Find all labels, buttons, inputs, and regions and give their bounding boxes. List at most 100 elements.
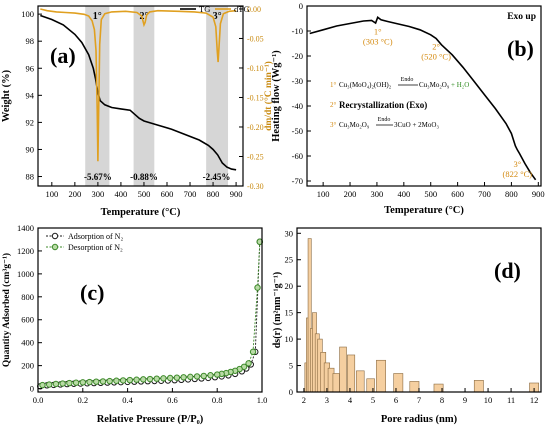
- data-point-desorption: [46, 381, 53, 388]
- reaction-3-arrow-label: Endo: [378, 117, 391, 123]
- data-point-desorption: [187, 373, 194, 381]
- x-tick-label: 0.8: [212, 395, 223, 405]
- data-point-desorption: [93, 378, 100, 385]
- x-tick-label: 600: [161, 189, 174, 199]
- bar: [376, 359, 386, 393]
- x-tick-label: 0.4: [122, 395, 133, 405]
- reaction-2-text: Recrystallization (Exo): [339, 100, 427, 110]
- data-point-desorption: [173, 374, 181, 381]
- reaction-2-number: 2°: [330, 101, 337, 109]
- x-tick-label: 1.0: [257, 395, 268, 405]
- y-right-tick-label: 0.00: [247, 5, 261, 14]
- d-plot-frame: [296, 227, 542, 393]
- y-tick-label: 88: [26, 172, 35, 182]
- x-axis-label: Temperature (°C): [384, 205, 464, 216]
- x-tick-label: 100: [317, 189, 330, 199]
- y-tick-label: -40: [292, 101, 303, 111]
- y-tick-label: -30: [292, 76, 303, 86]
- x-tick-label: 700: [478, 189, 491, 199]
- reaction-1-number: 1°: [330, 81, 337, 89]
- y-right-axis-label: dm/dt (°C min⁻¹): [263, 61, 274, 131]
- y-right-tick-label: -0.30: [247, 182, 264, 191]
- data-point-desorption: [133, 376, 140, 383]
- x-tick-label: 6: [394, 395, 398, 405]
- y-tick-label: 800: [21, 292, 34, 302]
- y-tick-label: 94: [26, 90, 35, 100]
- y-tick-label: 1000: [17, 269, 34, 279]
- y-tick-label: 10: [285, 334, 294, 344]
- y-tick-label: -10: [292, 26, 303, 36]
- series-line-tg: [40, 14, 237, 171]
- y-tick-label: 0: [30, 384, 34, 394]
- bar: [473, 380, 484, 393]
- series-line-dtg: [40, 8, 237, 162]
- bar: [347, 354, 356, 393]
- reaction-1-product: Cu₃Mo₂O₉: [419, 81, 450, 89]
- peak-label-temperature: (822 °C): [503, 169, 533, 179]
- legend-label-desorption: Desorption of N₂: [68, 243, 123, 252]
- y-right-tick-label: -0.25: [247, 152, 264, 161]
- x-tick-label: 5: [371, 395, 375, 405]
- data-point-desorption: [119, 377, 127, 384]
- x-tick-label: 8: [440, 395, 444, 405]
- a-plot-frame: [37, 5, 244, 187]
- mass-loss-annotation: -5.67%: [84, 172, 112, 182]
- c-plot-frame: [37, 227, 263, 393]
- y-right-tick-label: -0.05: [247, 34, 264, 43]
- reaction-3-product: 3CuO + 2MoO₃: [394, 121, 439, 129]
- x-tick-label: 900: [532, 189, 545, 199]
- y-tick-label: -20: [292, 51, 303, 61]
- y-tick-label: 15: [285, 308, 294, 318]
- y-tick-label: 200: [21, 361, 34, 371]
- bar: [339, 346, 347, 393]
- bar: [409, 381, 420, 393]
- x-axis-label: Pore radius (nm): [381, 414, 458, 425]
- y-tick-label: 90: [26, 144, 35, 154]
- y-right-tick-label: -0.20: [247, 123, 264, 132]
- y-tick-label: 600: [21, 315, 34, 325]
- x-tick-label: 300: [92, 189, 105, 199]
- band-label: 2°: [139, 11, 148, 22]
- data-point-desorption: [106, 377, 113, 385]
- data-point-desorption: [180, 374, 187, 381]
- panel-label: (b): [507, 36, 534, 61]
- x-tick-label: 600: [451, 189, 464, 199]
- x-tick-label: 800: [505, 189, 518, 199]
- legend-swatch-adsorption: [51, 232, 59, 240]
- series-line-adsorption: [40, 241, 261, 387]
- x-axis-label: Relative Pressure (P/P₀): [97, 414, 204, 425]
- y-tick-label: 25: [285, 255, 294, 265]
- x-tick-label: 0.2: [77, 395, 88, 405]
- reaction-1-byproduct: + H₂O: [451, 81, 469, 89]
- b-plot-frame: [306, 5, 542, 187]
- y-tick-label: 96: [26, 63, 35, 73]
- shaded-band: [206, 6, 229, 186]
- mass-loss-annotation: -2.45%: [203, 172, 231, 182]
- x-tick-label: 700: [184, 189, 197, 199]
- data-point-desorption: [153, 375, 160, 382]
- data-point-desorption: [160, 375, 167, 382]
- reaction-1-reactant: Cu₃(MoO₄)₂(OH)₂: [339, 81, 392, 89]
- x-tick-label: 900: [230, 189, 243, 199]
- x-tick-label: 200: [68, 189, 81, 199]
- data-point-desorption: [140, 376, 147, 383]
- x-tick-label: 200: [344, 189, 357, 199]
- data-point-desorption: [79, 379, 87, 386]
- data-point-desorption: [249, 348, 257, 356]
- y-tick-label: 20: [285, 281, 294, 291]
- y-tick-label: -70: [292, 176, 303, 186]
- reaction-3-reactant: Cu₃Mo₂O₉: [339, 121, 370, 129]
- y-tick-label: 100: [21, 9, 34, 19]
- bar: [393, 373, 404, 393]
- y-right-tick-label: -0.15: [247, 93, 264, 102]
- chart-panel-c: 0.0 0.2 0.4 0.6 0.8 1.0 0 200 400 600 800 1000 1200 1…: [1, 223, 267, 425]
- band-label: 3°: [213, 11, 222, 22]
- peak-label-temperature: (520 °C): [421, 52, 451, 62]
- x-tick-label: 500: [138, 189, 151, 199]
- data-point-desorption: [214, 371, 221, 378]
- x-tick-label: 500: [424, 189, 437, 199]
- y-tick-label: 400: [21, 338, 34, 348]
- legend-label-tg: TG: [199, 4, 210, 14]
- series-line-desorption: [42, 241, 261, 386]
- data-point-desorption: [52, 380, 60, 388]
